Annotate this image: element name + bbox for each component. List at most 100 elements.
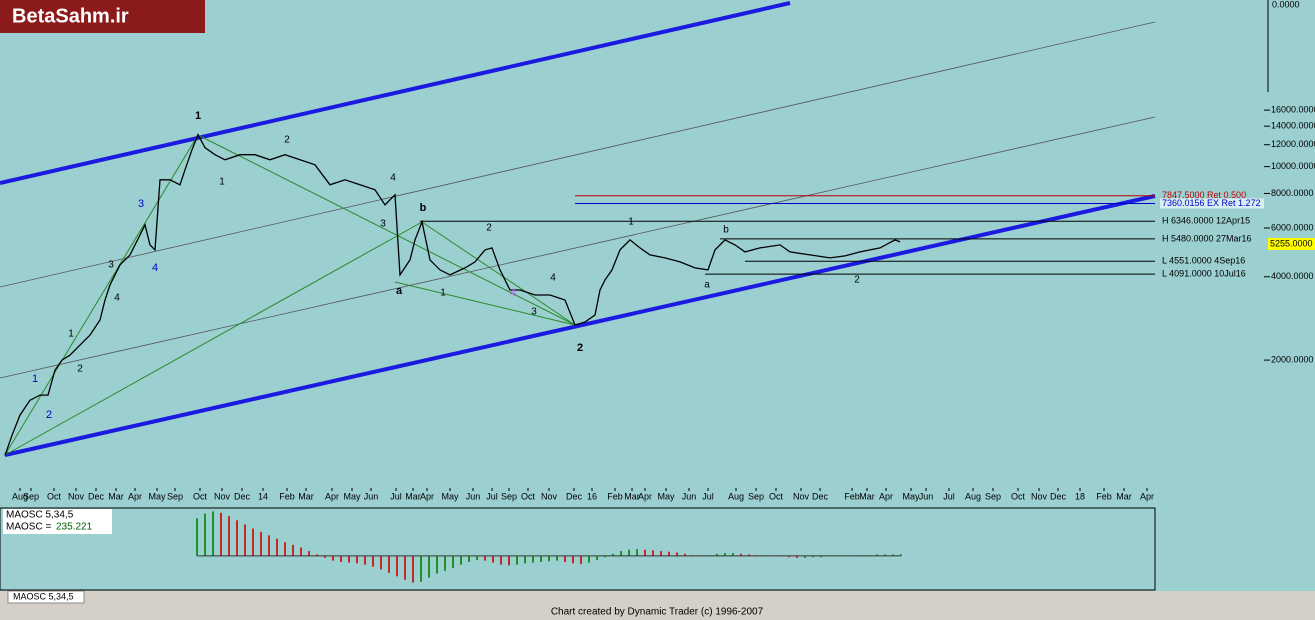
y-tick-label: 2000.0000 — [1271, 354, 1314, 364]
x-tick-label: Sep — [23, 491, 39, 501]
x-tick-label: Sep — [501, 491, 517, 501]
x-tick-label: Oct — [193, 491, 208, 501]
y-tick-label: 12000.0000 — [1271, 139, 1315, 149]
x-tick-label: Aug — [12, 491, 28, 501]
x-tick-label: Mar — [108, 491, 124, 501]
x-tick-label: Sep — [167, 491, 183, 501]
x-tick-label: Jul — [486, 491, 498, 501]
wave-label: a — [704, 280, 710, 291]
wave-line — [394, 281, 576, 326]
x-tick-label: Jul — [390, 491, 402, 501]
y-tick-label: 6000.0000 — [1271, 222, 1314, 232]
x-tick-label: Sep — [748, 491, 764, 501]
x-tick-label: Oct — [521, 491, 536, 501]
x-tick-label: May — [902, 491, 920, 501]
x-tick-label: Sep — [985, 491, 1001, 501]
wave-label: 4 — [114, 293, 120, 304]
level-label-box — [1160, 198, 1264, 209]
wave-line — [197, 134, 576, 326]
wave-label: 4 — [510, 287, 516, 299]
y-tick-label: 8000.0000 — [1271, 188, 1314, 198]
tab-strip — [0, 591, 1315, 604]
wave-line — [421, 221, 576, 326]
tab[interactable] — [7, 590, 85, 604]
readout-value: 235.221 — [56, 522, 93, 533]
x-tick-label: Dec — [566, 491, 583, 501]
wave-label: 4 — [550, 273, 556, 284]
wave-label: b — [723, 225, 729, 236]
channel-line — [0, 1, 791, 185]
logo: BetaSahm.ir — [12, 5, 129, 27]
y-tick-label: 10000.0000 — [1271, 161, 1315, 171]
wave-lines — [4, 134, 576, 456]
readout-label: MAOSC = — [6, 522, 51, 533]
wave-label: 3 — [138, 198, 144, 210]
wave-label: 2 — [77, 364, 83, 375]
x-tick-label: Feb — [279, 491, 295, 501]
x-tick-label: Apr — [325, 491, 339, 501]
level-label: 7360.0156 EX Ret 1.272 — [1162, 198, 1261, 208]
x-tick-label: Apr — [1140, 491, 1154, 501]
x-tick-label: Jul — [702, 491, 714, 501]
x-tick-label: Dec — [88, 491, 105, 501]
wave-label: 2 — [486, 223, 492, 234]
level-label: L 4091.0000 10Jul16 — [1162, 268, 1246, 278]
y-tick-label: 4000.0000 — [1271, 271, 1314, 281]
x-tick-label: Nov — [541, 491, 558, 501]
x-tick-label: Feb — [607, 491, 623, 501]
x-tick-label: Jun — [364, 491, 379, 501]
x-tick-label: Mar — [624, 491, 640, 501]
last-value-box — [1268, 237, 1315, 250]
x-tick-label: Mar — [405, 491, 421, 501]
last-value-label: 5255.0000 — [1270, 238, 1313, 248]
y-tick-label: 16000.0000 — [1271, 105, 1315, 115]
wave-label: 3 — [380, 219, 386, 230]
tab-label[interactable]: MAOSC 5,34,5 — [13, 591, 74, 601]
x-tick-label: Jun — [466, 491, 481, 501]
level-label: H 6346.0000 12Apr15 — [1162, 216, 1250, 226]
wave-line — [4, 221, 423, 456]
wave-label: 4 — [152, 262, 158, 274]
x-tick-label: Oct — [1011, 491, 1026, 501]
wave-label: 2 — [854, 275, 860, 286]
top-label: 0.0000 — [1272, 0, 1300, 9]
wave-label: 1 — [195, 110, 201, 122]
wave-label: a — [396, 285, 403, 297]
x-tick-label: 18 — [1075, 491, 1085, 501]
wave-label: 3 — [531, 307, 537, 318]
x-tick-label: Apr — [638, 491, 652, 501]
x-tick-label: Dec — [234, 491, 251, 501]
oscillator-title: MAOSC 5,34,5 — [6, 510, 74, 521]
x-tick-label: Nov — [1031, 491, 1048, 501]
x-tick-label: Nov — [214, 491, 231, 501]
x-tick-label: Jun — [682, 491, 697, 501]
level-label: 7847.5000 Ret 0.500 — [1162, 190, 1246, 200]
x-tick-label: 16 — [587, 491, 597, 501]
wave-label: 1 — [440, 288, 446, 299]
x-tick-label: Mar — [298, 491, 314, 501]
x-tick-label: Dec — [1050, 491, 1067, 501]
price-line — [4, 133, 901, 456]
wave-label: 1 — [628, 217, 634, 228]
y-tick-label: 14000.0000 — [1271, 121, 1315, 131]
x-tick-label: Oct — [47, 491, 62, 501]
x-tick-label: Jun — [919, 491, 934, 501]
x-tick-label: Aug — [728, 491, 744, 501]
level-label: L 4551.0000 4Sep16 — [1162, 256, 1245, 266]
x-tick-label: Nov — [793, 491, 810, 501]
wave-label: 1 — [68, 329, 74, 340]
wave-label: 2 — [46, 409, 52, 421]
wave-label: 1 — [219, 177, 225, 188]
x-tick-label: Apr — [128, 491, 142, 501]
footer: Chart created by Dynamic Trader (c) 1996… — [551, 607, 764, 618]
x-tick-label: May — [343, 491, 361, 501]
parallel-line — [0, 21, 1156, 288]
readout-box — [3, 509, 112, 534]
wave-label: 3 — [108, 260, 114, 271]
wave-label: 1 — [32, 373, 38, 385]
x-tick-label: Oct — [769, 491, 784, 501]
x-tick-label: Mar — [859, 491, 875, 501]
oscillator-panel — [0, 507, 1156, 591]
wave-label: 2 — [577, 342, 583, 354]
x-tick-label: May — [441, 491, 459, 501]
